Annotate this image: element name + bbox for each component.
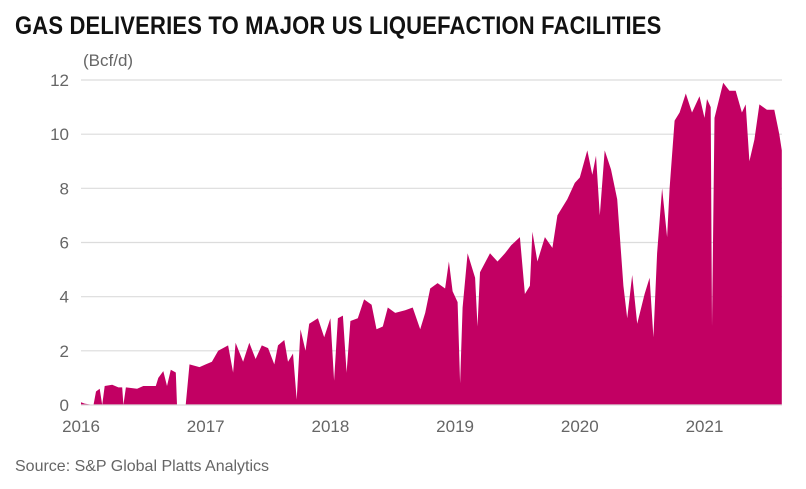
x-tick-label: 2016 bbox=[62, 417, 100, 436]
y-tick-label: 2 bbox=[60, 342, 69, 361]
x-tick-label: 2018 bbox=[311, 417, 349, 436]
source-note: Source: S&P Global Platts Analytics bbox=[15, 458, 270, 475]
y-tick-label: 8 bbox=[60, 179, 69, 198]
y-tick-label: 10 bbox=[50, 125, 69, 144]
y-tick-label: 4 bbox=[60, 288, 69, 307]
y-tick-label: 12 bbox=[50, 71, 69, 90]
y-tick-label: 0 bbox=[60, 396, 69, 415]
y-axis-unit-label: (Bcf/d) bbox=[83, 51, 134, 70]
x-tick-label: 2017 bbox=[187, 417, 225, 436]
series-area-gas-deliveries bbox=[81, 82, 782, 405]
y-tick-label: 6 bbox=[60, 234, 69, 253]
x-tick-label: 2019 bbox=[436, 417, 474, 436]
chart-title: GAS DELIVERIES TO MAJOR US LIQUEFACTION … bbox=[15, 12, 662, 40]
x-tick-label: 2021 bbox=[686, 417, 724, 436]
x-tick-label: 2020 bbox=[561, 417, 599, 436]
